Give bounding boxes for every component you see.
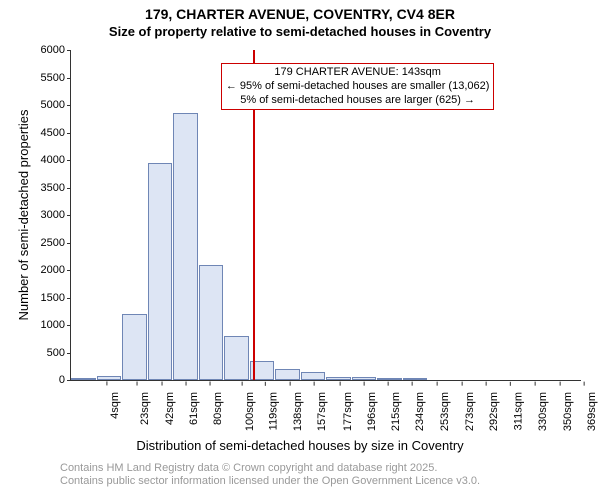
x-tick-label: 292sqm bbox=[488, 386, 500, 431]
credits-line: Contains HM Land Registry data © Crown c… bbox=[60, 462, 480, 475]
histogram-bar bbox=[352, 377, 377, 380]
histogram-bar bbox=[377, 378, 402, 380]
annotation-box: 179 CHARTER AVENUE: 143sqm← 95% of semi-… bbox=[221, 63, 495, 110]
histogram-bar bbox=[326, 377, 351, 380]
x-tick-label: 157sqm bbox=[316, 386, 328, 431]
x-tick-label: 369sqm bbox=[587, 386, 599, 431]
x-tick-label: 177sqm bbox=[342, 386, 354, 431]
x-tick-label: 196sqm bbox=[366, 386, 378, 431]
annotation-line: 179 CHARTER AVENUE: 143sqm bbox=[226, 66, 490, 80]
annotation-line: ← 95% of semi-detached houses are smalle… bbox=[226, 80, 490, 94]
x-tick-label: 253sqm bbox=[439, 386, 451, 431]
x-tick-label: 311sqm bbox=[512, 386, 524, 430]
x-tick-label: 23sqm bbox=[139, 386, 151, 425]
x-tick-label: 330sqm bbox=[537, 386, 549, 431]
histogram-bar bbox=[275, 369, 300, 380]
y-tick-label: 4500 bbox=[41, 127, 71, 139]
histogram-bar bbox=[199, 265, 224, 381]
y-tick-label: 3500 bbox=[41, 182, 71, 194]
x-tick-label: 119sqm bbox=[267, 386, 279, 430]
y-tick-label: 5500 bbox=[41, 72, 71, 84]
x-tick-label: 215sqm bbox=[390, 386, 402, 431]
y-tick-label: 1500 bbox=[41, 292, 71, 304]
chart-subtitle: Size of property relative to semi-detach… bbox=[0, 24, 600, 39]
x-tick-label: 138sqm bbox=[292, 386, 304, 431]
histogram-bar bbox=[301, 372, 326, 380]
histogram-bar bbox=[224, 336, 249, 380]
histogram-bar bbox=[403, 378, 428, 380]
y-tick-label: 6000 bbox=[41, 44, 71, 56]
y-tick-label: 4000 bbox=[41, 154, 71, 166]
x-tick-label: 61sqm bbox=[188, 386, 200, 425]
credits-line: Contains public sector information licen… bbox=[60, 475, 480, 488]
x-axis-label: Distribution of semi-detached houses by … bbox=[0, 438, 600, 453]
histogram-bar bbox=[148, 163, 173, 380]
x-tick-label: 42sqm bbox=[164, 386, 176, 425]
y-tick-label: 1000 bbox=[41, 319, 71, 331]
y-tick-label: 500 bbox=[47, 347, 71, 359]
x-tick-label: 273sqm bbox=[464, 386, 476, 431]
x-tick-label: 80sqm bbox=[212, 386, 224, 425]
annotation-line: 5% of semi-detached houses are larger (6… bbox=[226, 94, 490, 108]
histogram-bar bbox=[173, 113, 198, 380]
x-tick-label: 350sqm bbox=[562, 386, 574, 431]
y-tick-label: 3000 bbox=[41, 209, 71, 221]
chart-title: 179, CHARTER AVENUE, COVENTRY, CV4 8ER bbox=[0, 6, 600, 22]
y-tick-label: 5000 bbox=[41, 99, 71, 111]
y-axis-label: Number of semi-detached properties bbox=[16, 50, 31, 380]
credits-text: Contains HM Land Registry data © Crown c… bbox=[60, 462, 480, 488]
x-tick-label: 100sqm bbox=[244, 386, 256, 431]
histogram-bar bbox=[97, 376, 122, 380]
y-tick-label: 2000 bbox=[41, 264, 71, 276]
histogram-bar bbox=[122, 314, 147, 380]
x-tick-label: 234sqm bbox=[414, 386, 426, 431]
y-tick-label: 2500 bbox=[41, 237, 71, 249]
y-tick-label: 0 bbox=[59, 374, 71, 386]
histogram-bar bbox=[71, 378, 96, 380]
x-tick-label: 4sqm bbox=[109, 386, 121, 419]
plot-area: 0500100015002000250030003500400045005000… bbox=[70, 50, 581, 381]
